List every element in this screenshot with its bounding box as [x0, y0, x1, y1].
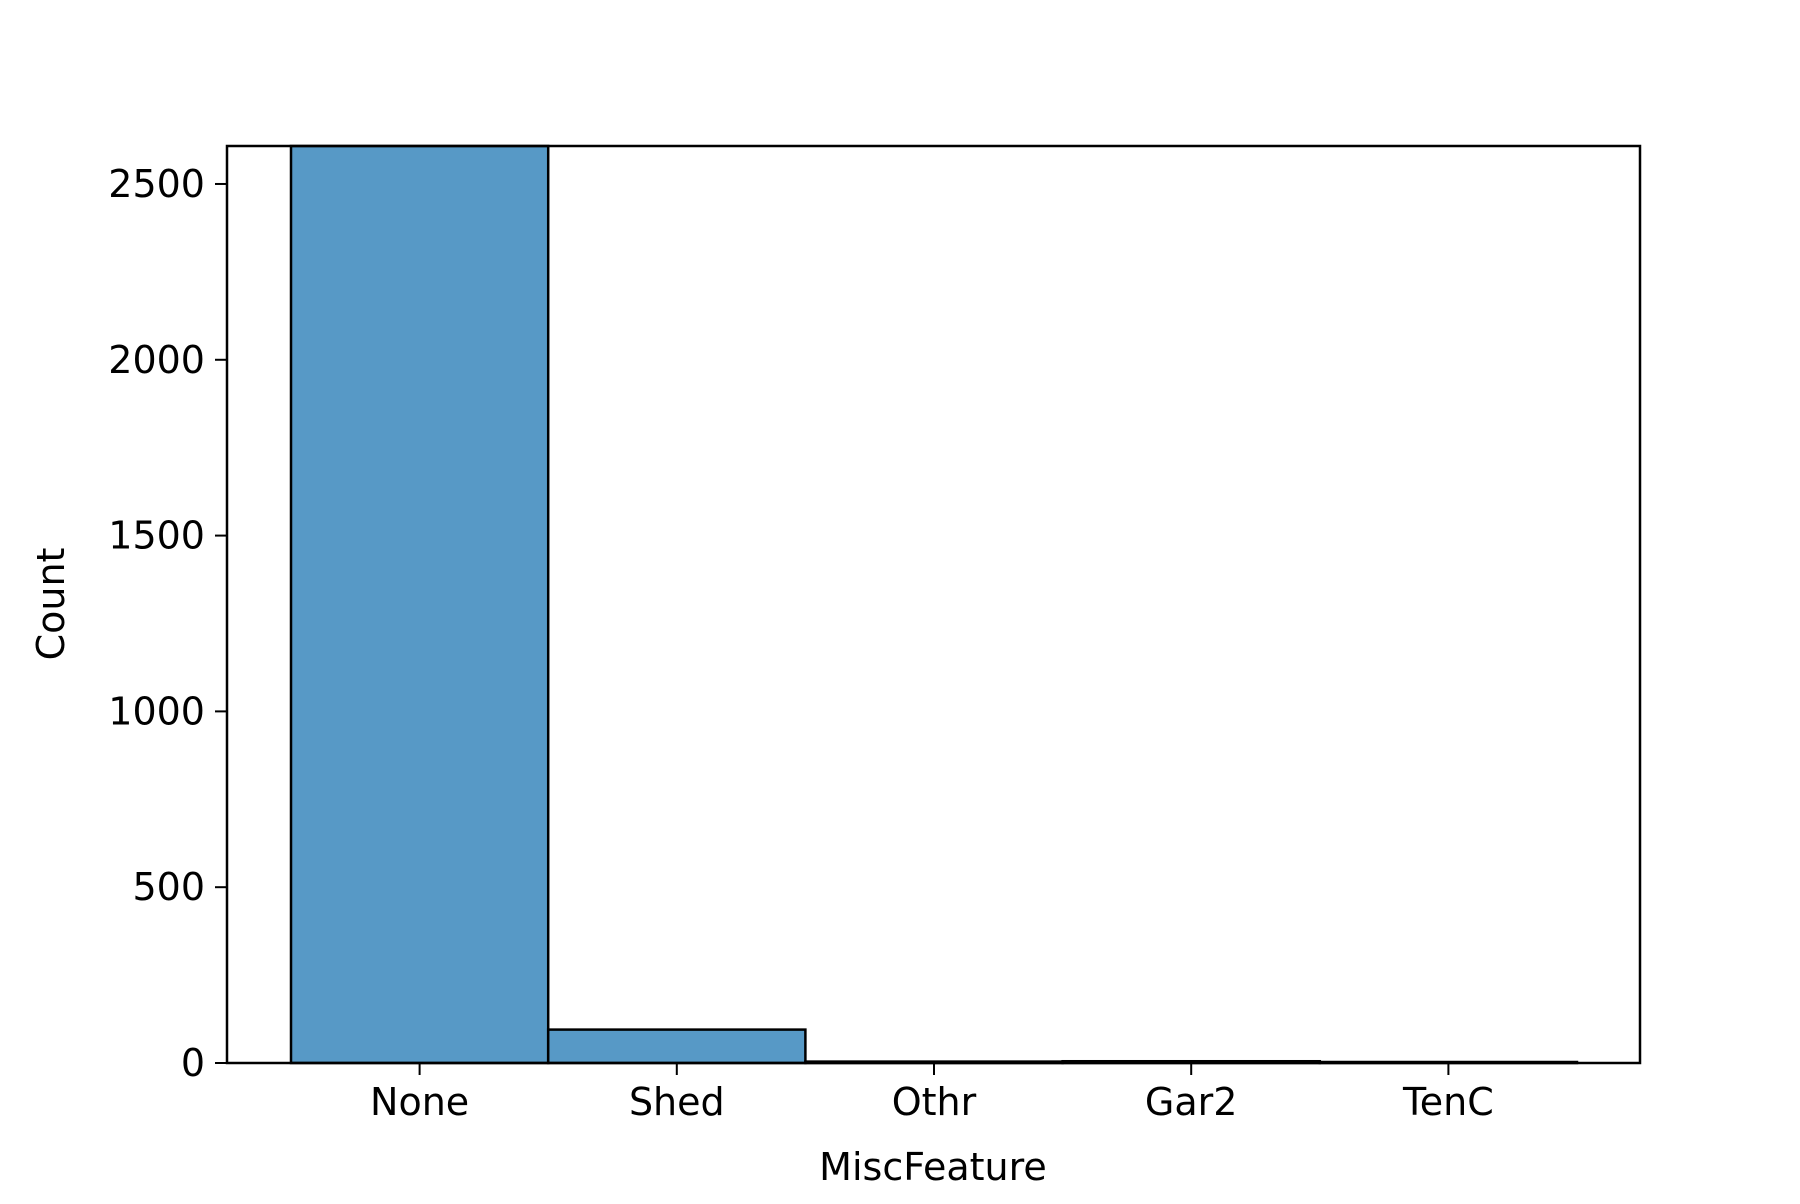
y-axis-ticks: 0 500 1000 1500 2000 2500 [108, 162, 227, 1085]
x-axis-ticks: None Shed Othr Gar2 TenC [370, 1063, 1494, 1124]
x-tick-label-shed: Shed [629, 1080, 725, 1124]
bar-none [289, 144, 550, 1065]
y-tick-label-1500: 1500 [108, 514, 205, 558]
y-tick-label-1000: 1000 [108, 689, 205, 733]
x-tick-label-gar2: Gar2 [1145, 1080, 1238, 1124]
x-tick-label-othr: Othr [892, 1080, 977, 1124]
bars-layer [289, 144, 1579, 1065]
x-tick-label-none: None [370, 1080, 469, 1124]
y-tick-label-500: 500 [132, 865, 205, 909]
x-tick-label-tenc: TenC [1402, 1080, 1494, 1124]
y-axis-label: Count [29, 548, 73, 661]
y-tick-label-2500: 2500 [108, 162, 205, 206]
x-axis-label: MiscFeature [819, 1145, 1047, 1189]
y-tick-label-0: 0 [181, 1041, 205, 1085]
y-tick-label-2000: 2000 [108, 338, 205, 382]
bar-shed [546, 1028, 807, 1065]
